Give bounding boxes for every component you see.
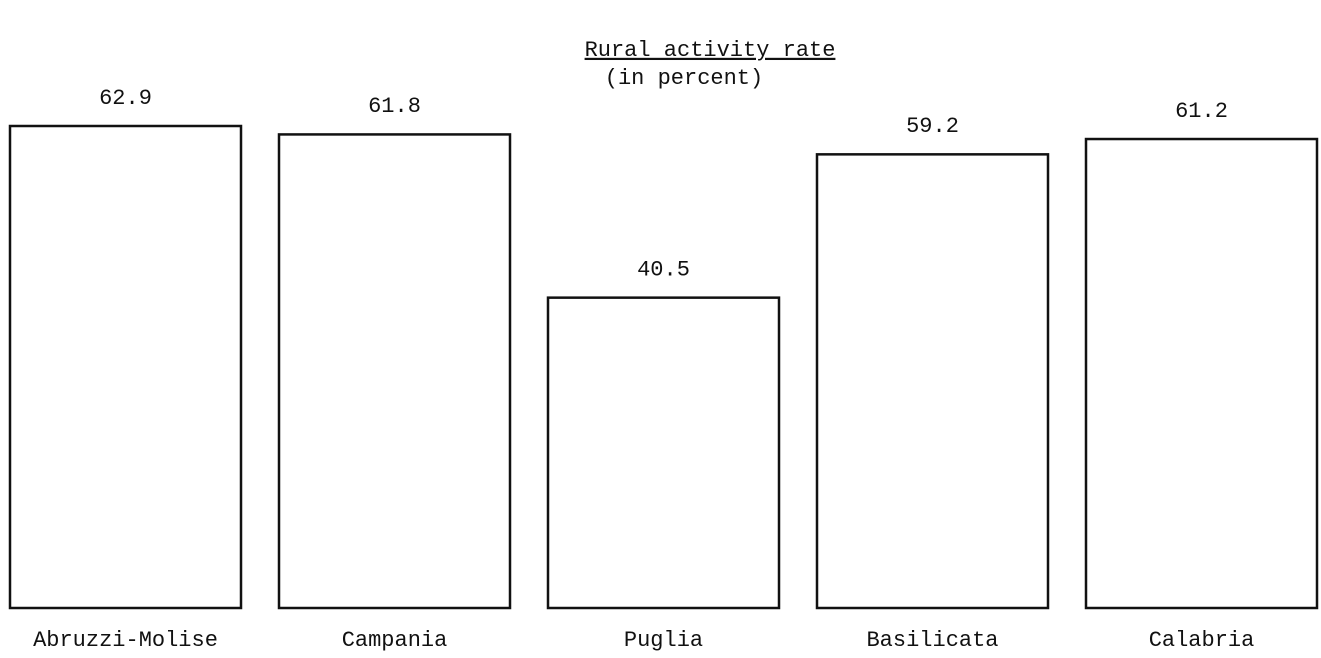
value-label: 61.8: [368, 94, 421, 119]
chart-subtitle: (in percent): [605, 66, 763, 91]
x-tick-label: Basilicata: [866, 628, 998, 653]
bar: [815, 153, 1050, 610]
x-tick-label: Puglia: [624, 628, 703, 653]
value-label: 61.2: [1175, 99, 1228, 124]
bar: [277, 133, 512, 610]
x-tick-label: Abruzzi-Molise: [33, 628, 218, 653]
bar: [8, 124, 243, 610]
bar: [546, 296, 781, 610]
x-tick-label: Campania: [342, 628, 448, 653]
value-label: 62.9: [99, 86, 152, 111]
bar: [1084, 137, 1319, 610]
chart-title: Rural activity rate: [585, 38, 836, 63]
value-label: 40.5: [637, 257, 690, 282]
x-tick-label: Calabria: [1149, 628, 1255, 653]
value-label: 59.2: [906, 114, 959, 139]
